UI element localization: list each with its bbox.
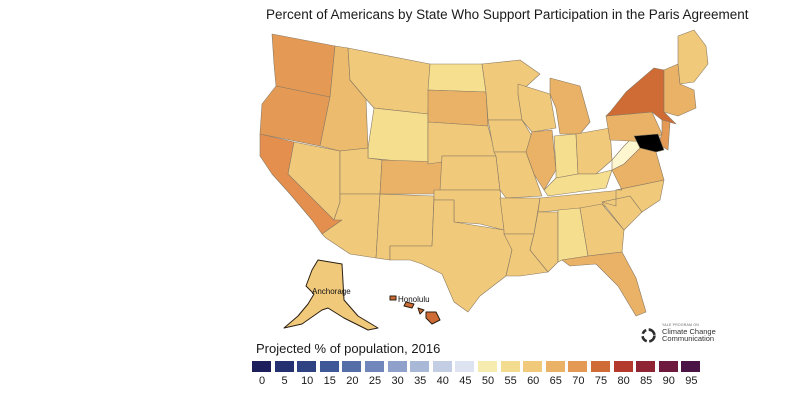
legend-swatch-55 [500, 361, 520, 372]
state-FL [561, 251, 647, 317]
legend-swatch-50 [478, 361, 497, 372]
legend-label-60: 60 [527, 375, 540, 387]
legend-swatch-75 [591, 361, 610, 372]
legend-swatch-95 [681, 361, 701, 372]
legend-label-0: 0 [258, 375, 266, 387]
legend-swatch-70 [568, 361, 588, 372]
legend-swatch-80 [613, 361, 633, 372]
legend-label-45: 45 [459, 375, 472, 387]
legend-swatch-40 [432, 361, 452, 372]
state-TX [389, 199, 513, 313]
logo-line-2: Climate Change [662, 326, 716, 336]
state-NC [601, 179, 665, 213]
legend-label-90: 90 [662, 375, 675, 387]
map-title: Percent of Americans by State Who Suppor… [266, 7, 749, 22]
legend-swatch-85 [636, 361, 656, 372]
state-GA [579, 203, 625, 257]
legend-swatch-90 [658, 361, 678, 372]
legend-label-70: 70 [572, 375, 585, 387]
state-IN [553, 133, 579, 179]
legend-swatch-35 [410, 361, 430, 372]
legend-swatch-10 [297, 361, 317, 372]
state-AR [499, 197, 541, 235]
state-NY [605, 67, 677, 125]
legend-label-25: 25 [368, 375, 382, 387]
legend-label-30: 30 [391, 375, 404, 387]
legend-title: Projected % of population, 2016 [256, 341, 441, 356]
state-ND [427, 63, 487, 93]
state-MD [633, 133, 665, 153]
legend-label-15: 15 [323, 375, 336, 387]
city-label-honolulu: Honolulu [398, 295, 430, 304]
legend-swatch-15 [319, 361, 339, 372]
city-label-anchorage: Anchorage [312, 287, 351, 296]
legend-swatch-60 [523, 361, 543, 372]
legend-label-55: 55 [504, 375, 517, 387]
legend-swatch-0 [252, 361, 271, 372]
state-WY [367, 107, 429, 165]
logo-ring-icon [641, 328, 656, 343]
state-KY [543, 169, 613, 197]
legend-label-75: 75 [594, 375, 608, 387]
state-MI [549, 77, 591, 135]
legend-swatch-65 [545, 361, 565, 372]
legend-label-95: 95 [685, 375, 698, 387]
state-AK [283, 259, 379, 331]
legend-swatch-5 [274, 361, 294, 372]
legend-label-85: 85 [640, 375, 653, 387]
us-choropleth-map [259, 29, 709, 331]
state-ME [677, 29, 709, 85]
legend-swatch-45 [455, 361, 475, 372]
ycc-logo: YALE PROGRAM ON Climate Change Communica… [640, 323, 716, 344]
state-KS [439, 155, 501, 191]
legend-label-35: 35 [414, 375, 427, 387]
state-OH [575, 127, 613, 175]
logo-line-3: Communication [662, 334, 715, 343]
legend-label-20: 20 [346, 375, 359, 387]
legend-swatch-20 [342, 361, 362, 372]
logo-line-1: YALE PROGRAM ON [662, 323, 699, 327]
legend-label-10: 10 [301, 375, 314, 387]
state-OR [259, 85, 331, 147]
legend-swatch-25 [365, 361, 384, 372]
legend-label-5: 5 [281, 375, 288, 387]
legend-label-40: 40 [436, 375, 449, 387]
legend-label-50: 50 [481, 375, 495, 387]
legend-swatch-30 [387, 361, 407, 372]
state-CO [379, 159, 443, 195]
legend-label-80: 80 [617, 375, 630, 387]
state-IA [487, 119, 533, 153]
state-HI [389, 295, 441, 325]
state-SD [427, 89, 489, 127]
legend-label-65: 65 [549, 375, 562, 387]
